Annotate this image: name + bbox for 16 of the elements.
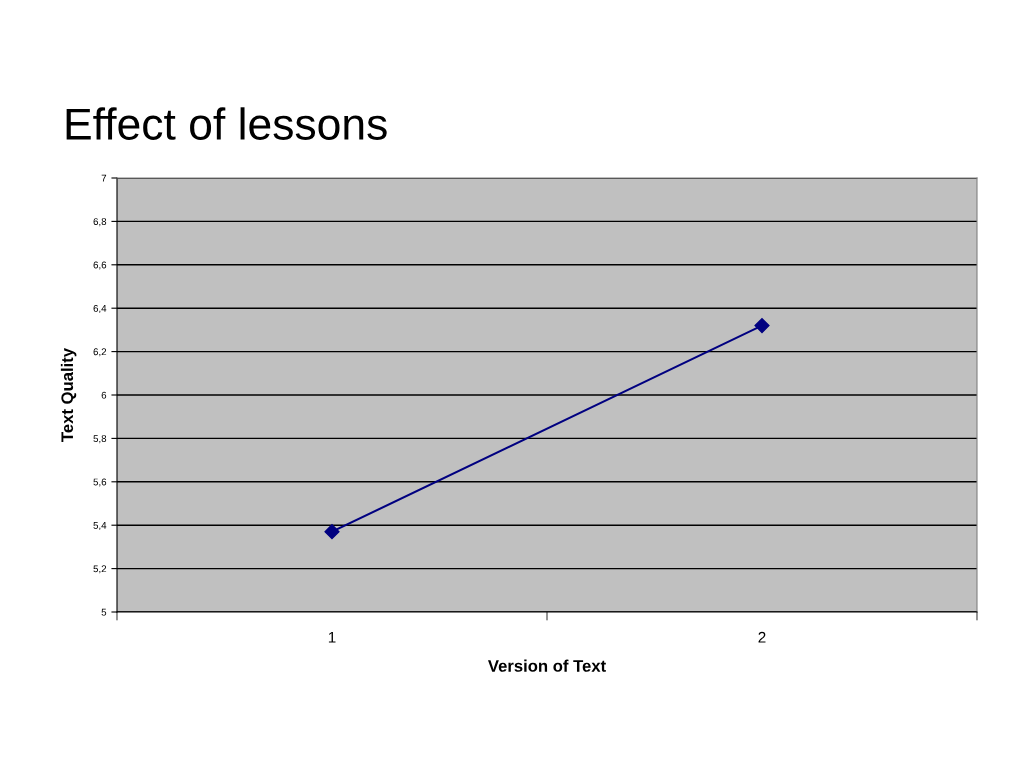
y-tick-label: 6,8 — [93, 218, 107, 227]
y-tick-label: 6,4 — [93, 304, 107, 313]
y-tick-label: 6 — [101, 391, 107, 399]
x-tick-label: 2 — [758, 631, 766, 643]
x-axis-title: Version of Text — [487, 659, 606, 672]
y-tick-label: 7 — [101, 174, 107, 182]
y-tick-label: 6,2 — [93, 348, 107, 357]
y-tick-label: 6,6 — [93, 261, 107, 270]
y-tick-label: 5 — [101, 608, 107, 616]
y-tick-label: 5,8 — [93, 435, 107, 444]
y-tick-label: 5,4 — [93, 522, 107, 530]
y-tick-label: 5,6 — [93, 478, 107, 487]
x-tick-label: 1 — [328, 632, 336, 643]
chart-title: Effect of lessons — [66, 107, 387, 140]
y-axis-title: Text Quality — [60, 348, 77, 442]
y-tick-label: 5,2 — [93, 565, 107, 574]
